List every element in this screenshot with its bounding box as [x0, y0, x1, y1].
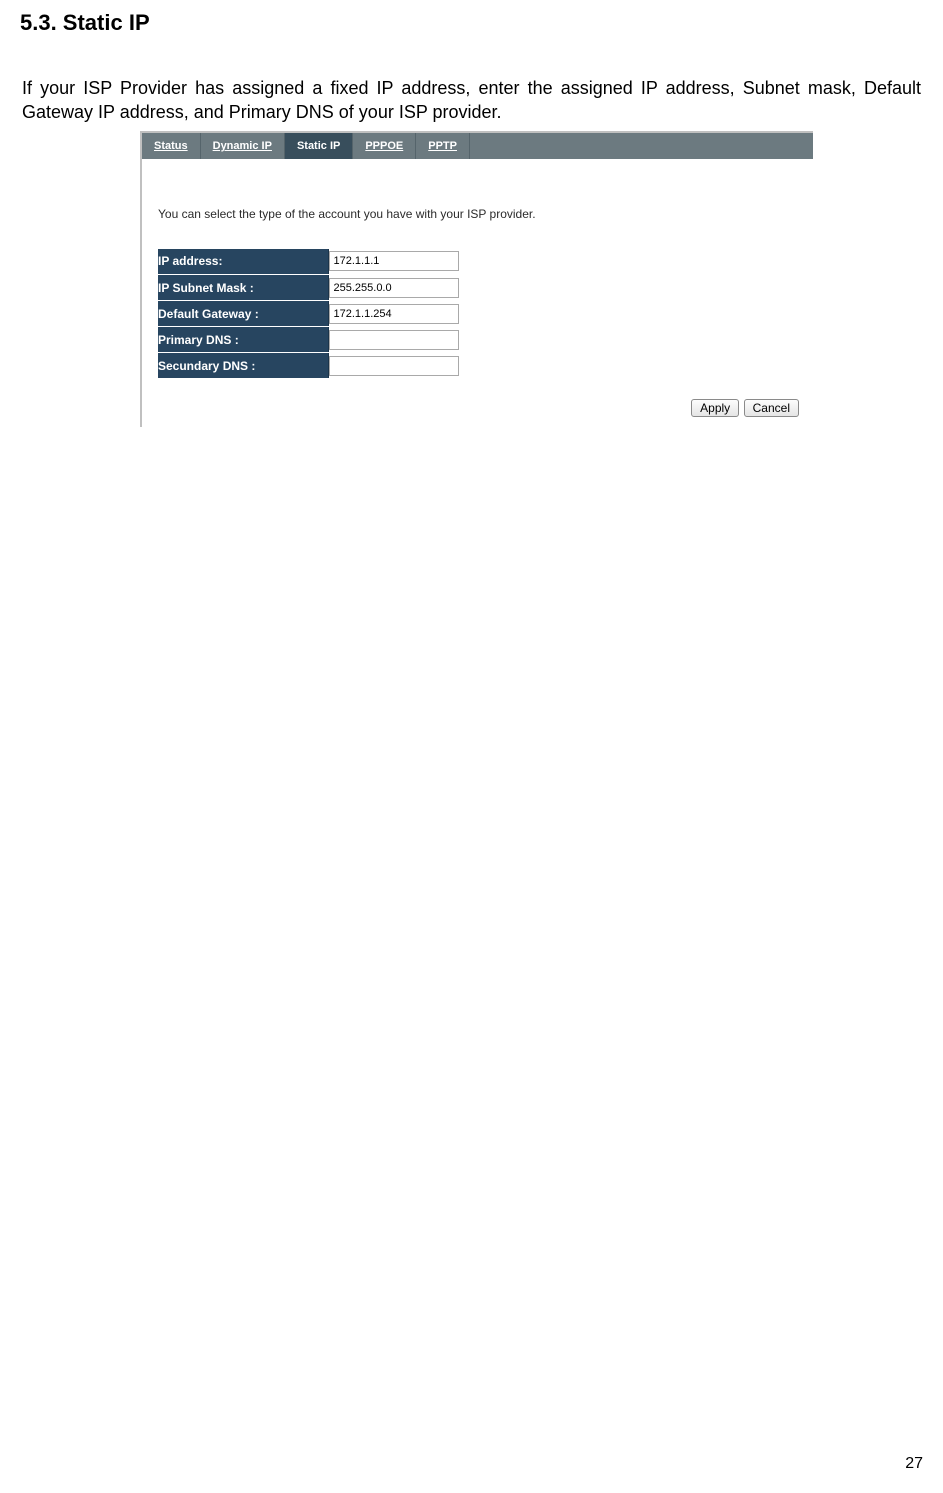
- cancel-button[interactable]: Cancel: [744, 399, 799, 417]
- button-row: Apply Cancel: [142, 389, 813, 427]
- router-ui-screenshot: Status Dynamic IP Static IP PPPOE PPTP Y…: [140, 131, 813, 428]
- tab-status[interactable]: Status: [142, 133, 201, 159]
- body-paragraph: If your ISP Provider has assigned a fixe…: [20, 76, 923, 125]
- row-primary-dns: Primary DNS :: [158, 327, 459, 353]
- input-default-gateway[interactable]: [329, 304, 459, 324]
- row-secondary-dns: Secundary DNS :: [158, 353, 459, 379]
- tab-pppoe[interactable]: PPPOE: [353, 133, 416, 159]
- tab-static-ip[interactable]: Static IP: [285, 133, 353, 159]
- label-primary-dns: Primary DNS :: [158, 327, 328, 353]
- section-heading: 5.3. Static IP: [20, 10, 923, 36]
- input-subnet-mask[interactable]: [329, 278, 459, 298]
- apply-button[interactable]: Apply: [691, 399, 739, 417]
- intro-text: You can select the type of the account y…: [158, 207, 799, 221]
- label-ip-address: IP address:: [158, 249, 328, 275]
- page-number: 27: [905, 1455, 923, 1473]
- input-ip-address[interactable]: [329, 251, 459, 271]
- input-primary-dns[interactable]: [329, 330, 459, 350]
- tab-pptp[interactable]: PPTP: [416, 133, 470, 159]
- label-subnet-mask: IP Subnet Mask :: [158, 275, 328, 301]
- row-subnet-mask: IP Subnet Mask :: [158, 275, 459, 301]
- label-secondary-dns: Secundary DNS :: [158, 353, 328, 379]
- static-ip-form: IP address: IP Subnet Mask : Default Gat…: [158, 249, 459, 380]
- input-secondary-dns[interactable]: [329, 356, 459, 376]
- tab-dynamic-ip[interactable]: Dynamic IP: [201, 133, 285, 159]
- label-default-gateway: Default Gateway :: [158, 301, 328, 327]
- row-ip-address: IP address:: [158, 249, 459, 275]
- tab-bar: Status Dynamic IP Static IP PPPOE PPTP: [142, 133, 813, 159]
- row-default-gateway: Default Gateway :: [158, 301, 459, 327]
